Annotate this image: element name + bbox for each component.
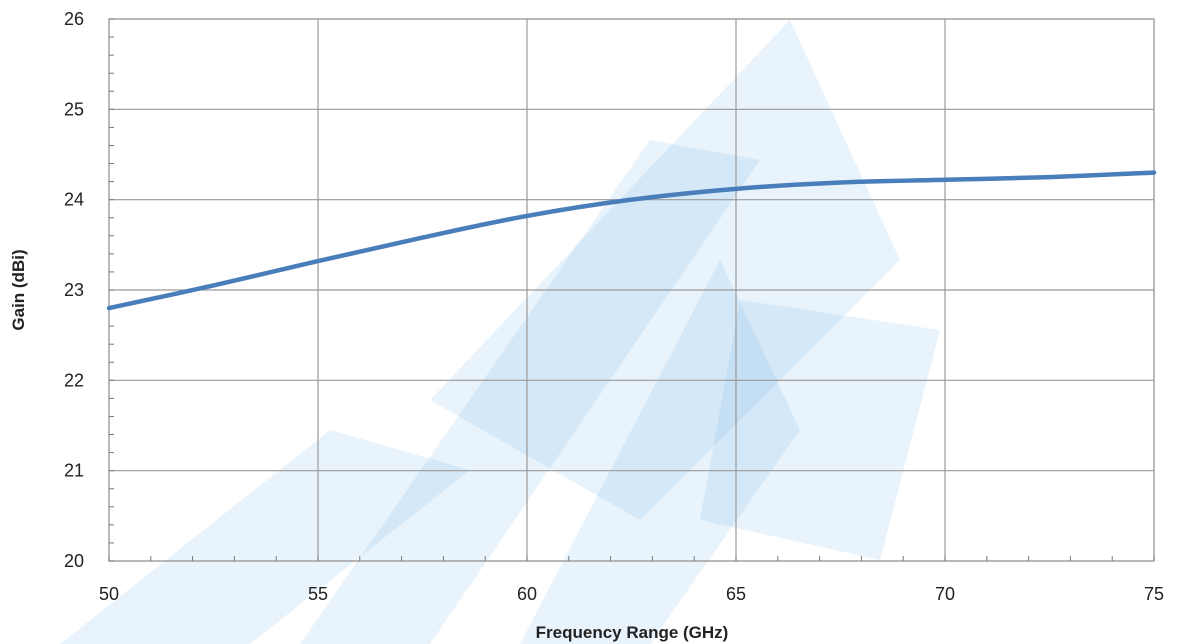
x-tick-label: 75: [1144, 584, 1164, 604]
watermark-shape: [700, 300, 940, 560]
x-tick-label: 70: [935, 584, 955, 604]
series-layer: [106, 170, 1157, 311]
y-tick-labels: 20 21 22 23 24 25 26: [64, 9, 84, 571]
y-tick-label: 26: [64, 9, 84, 29]
x-tick-labels: 50 55 60 65 70 75: [99, 584, 1164, 604]
x-tick-label: 60: [517, 584, 537, 604]
watermark-shape: [60, 430, 470, 644]
y-tick-label: 23: [64, 280, 84, 300]
y-tick-label: 25: [64, 99, 84, 119]
x-tick-label: 50: [99, 584, 119, 604]
x-tick-label: 65: [726, 584, 746, 604]
gain-series-line: [106, 170, 1157, 311]
watermark-logo: [60, 20, 940, 644]
y-tick-label: 21: [64, 461, 84, 481]
y-tick-label: 20: [64, 551, 84, 571]
y-tick-label: 24: [64, 190, 84, 210]
y-tick-label: 22: [64, 370, 84, 390]
x-axis-label: Frequency Range (GHz): [536, 623, 729, 642]
watermark-shape: [520, 260, 800, 644]
y-axis-label: Gain (dBi): [9, 249, 28, 330]
x-tick-label: 55: [308, 584, 328, 604]
watermark-shape: [430, 20, 900, 520]
watermark-shape: [300, 140, 760, 644]
